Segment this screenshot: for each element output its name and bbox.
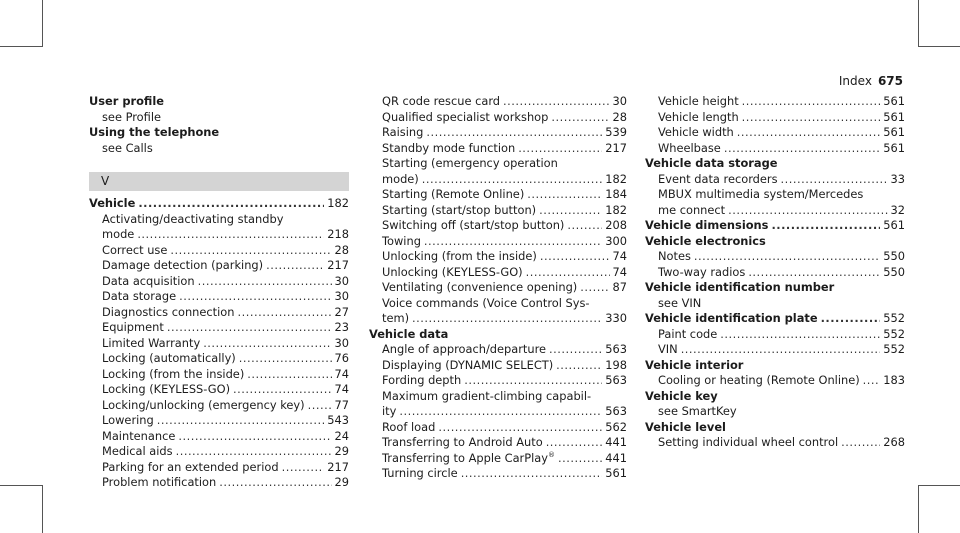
index-subentry[interactable]: Turning circle561 — [369, 466, 627, 482]
index-subentry[interactable]: Setting individual wheel control268 — [645, 435, 905, 451]
index-entry-title: Vehicle electronics — [645, 233, 766, 248]
index-subentry[interactable]: Starting (Remote Online)184 — [369, 187, 627, 203]
index-entry-title: Using the telephone — [89, 125, 220, 139]
index-subentry[interactable]: Medical aids29 — [89, 444, 349, 460]
index-subentry-line1: Starting (emergency operation — [382, 156, 558, 170]
crop-mark — [0, 485, 42, 486]
index-entry-title: User profile — [89, 94, 165, 108]
see-reference[interactable]: see Profile — [102, 109, 161, 124]
index-subentry[interactable]: Switching off (start/stop button)208 — [369, 218, 627, 234]
index-entry-title: Vehicle level — [645, 419, 726, 434]
index-subentry[interactable]: Diagnostics connection27 — [89, 305, 349, 321]
index-subentry[interactable]: me connect32 — [645, 203, 905, 219]
index-subentry[interactable]: Two-way radios550 — [645, 265, 905, 281]
index-subentry[interactable]: Locking (from the inside)74 — [89, 367, 349, 383]
index-subentry-line1: Activating/deactivating standby — [102, 211, 284, 226]
index-column-3: Vehicle height561 Vehicle length561 Vehi… — [645, 94, 905, 451]
index-entry[interactable]: Vehicle identification plate552 — [645, 311, 905, 327]
index-subentry[interactable]: Locking (automatically)76 — [89, 351, 349, 367]
index-subentry[interactable]: Unlocking (KEYLESS-GO)74 — [369, 265, 627, 281]
index-subentry[interactable]: Damage detection (parking)217 — [89, 258, 349, 274]
index-subentry[interactable]: Standby mode function217 — [369, 141, 627, 157]
index-subentry[interactable]: Event data recorders33 — [645, 172, 905, 188]
section-letter-bar: V — [89, 172, 349, 191]
crop-mark — [42, 0, 43, 47]
index-subentry[interactable]: mode)182 — [369, 172, 627, 188]
running-header: Index 675 — [839, 74, 903, 88]
crop-mark — [918, 485, 960, 486]
index-entry-title: Vehicle data storage — [645, 156, 778, 170]
index-subentry[interactable]: Locking (KEYLESS-GO)74 — [89, 382, 349, 398]
index-entry-title: Vehicle identification number — [645, 280, 835, 294]
index-subentry[interactable]: Unlocking (from the inside)74 — [369, 249, 627, 265]
index-subentry[interactable]: Displaying (DYNAMIC SELECT)198 — [369, 358, 627, 374]
index-subentry[interactable]: Transferring to Android Auto441 — [369, 435, 627, 451]
see-reference[interactable]: see SmartKey — [658, 404, 737, 418]
index-subentry[interactable]: Vehicle height561 — [645, 94, 905, 110]
index-subentry-line1: Maximum gradient-climbing capabil- — [382, 388, 592, 403]
index-subentry[interactable]: tem)330 — [369, 311, 627, 327]
crop-mark — [42, 485, 43, 533]
index-column-1: User profile see Profile Using the telep… — [89, 94, 349, 491]
index-subentry[interactable]: Problem notification29 — [89, 475, 349, 491]
index-entry-title: Vehicle key — [645, 388, 718, 403]
index-subentry[interactable]: Limited Warranty30 — [89, 336, 349, 352]
crop-mark — [0, 46, 42, 47]
index-subentry[interactable]: Vehicle length561 — [645, 110, 905, 126]
header-title: Index — [838, 74, 872, 88]
index-entry-title: Vehicle interior — [645, 357, 744, 372]
index-subentry[interactable]: Towing300 — [369, 234, 627, 250]
section-letter: V — [101, 174, 110, 188]
index-entry[interactable]: Vehicle182 — [89, 196, 349, 212]
index-subentry[interactable]: Vehicle width561 — [645, 125, 905, 141]
index-subentry[interactable]: Qualified specialist workshop28 — [369, 110, 627, 126]
index-subentry[interactable]: Equipment23 — [89, 320, 349, 336]
see-reference[interactable]: see VIN — [658, 295, 702, 310]
index-subentry[interactable]: Angle of approach/departure563 — [369, 342, 627, 358]
index-entry-title: Vehicle data — [369, 326, 449, 341]
index-subentry[interactable]: Roof load562 — [369, 420, 627, 436]
crop-mark — [918, 46, 960, 47]
index-subentry[interactable]: VIN552 — [645, 342, 905, 358]
index-subentry[interactable]: mode218 — [89, 227, 349, 243]
index-subentry[interactable]: Data storage30 — [89, 289, 349, 305]
index-subentry[interactable]: Locking/unlocking (emergency key)77 — [89, 398, 349, 414]
index-subentry[interactable]: QR code rescue card30 — [369, 94, 627, 110]
index-subentry[interactable]: Wheelbase561 — [645, 141, 905, 157]
index-subentry[interactable]: Maintenance24 — [89, 429, 349, 445]
index-subentry[interactable]: Parking for an extended period217 — [89, 460, 349, 476]
index-subentry[interactable]: Cooling or heating (Remote Online)183 — [645, 373, 905, 389]
index-subentry[interactable]: Ventilating (convenience opening)87 — [369, 280, 627, 296]
index-subentry[interactable]: ity563 — [369, 404, 627, 420]
index-subentry-line1: Voice commands (Voice Control Sys- — [382, 295, 590, 310]
registered-mark: ® — [548, 450, 555, 459]
index-subentry-line1: MBUX multimedia system/Mercedes — [658, 187, 864, 201]
index-entry[interactable]: Vehicle dimensions561 — [645, 218, 905, 234]
index-subentry[interactable]: Transferring to Apple CarPlay®441 — [369, 451, 627, 467]
index-subentry[interactable]: Lowering543 — [89, 413, 349, 429]
index-subentry[interactable]: Raising539 — [369, 125, 627, 141]
index-column-2: QR code rescue card30 Qualified speciali… — [369, 94, 627, 482]
index-subentry[interactable]: Fording depth563 — [369, 373, 627, 389]
crop-mark — [918, 485, 919, 533]
index-subentry[interactable]: Starting (start/stop button)182 — [369, 203, 627, 219]
see-reference[interactable]: see Calls — [102, 140, 153, 155]
index-subentry[interactable]: Paint code552 — [645, 327, 905, 343]
crop-mark — [918, 0, 919, 47]
index-subentry[interactable]: Data acquisition30 — [89, 274, 349, 290]
index-subentry[interactable]: Correct use28 — [89, 243, 349, 259]
index-subentry[interactable]: Notes550 — [645, 249, 905, 265]
page-number: 675 — [877, 74, 903, 88]
